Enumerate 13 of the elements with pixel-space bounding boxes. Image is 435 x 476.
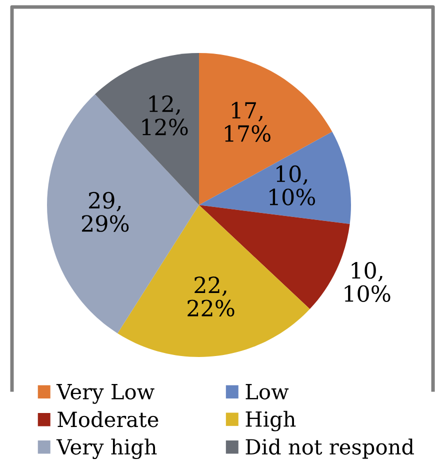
legend-label: Low [246,384,289,400]
legend-label: Very high [56,438,157,460]
legend-label: Very Low [56,384,154,404]
legend-label: High [246,410,296,432]
pie-slice [199,53,332,205]
data-label: 12, 12% [142,95,188,136]
data-label: 29, 29% [82,192,129,232]
data-label: 22, 22% [188,276,234,317]
data-label: 10, 10% [344,262,390,302]
data-label: 10, 10% [270,165,316,206]
legend-label: Did not respond [246,438,414,459]
data-label: 17, 17% [224,102,270,142]
legend-label: Moderate [58,411,158,428]
